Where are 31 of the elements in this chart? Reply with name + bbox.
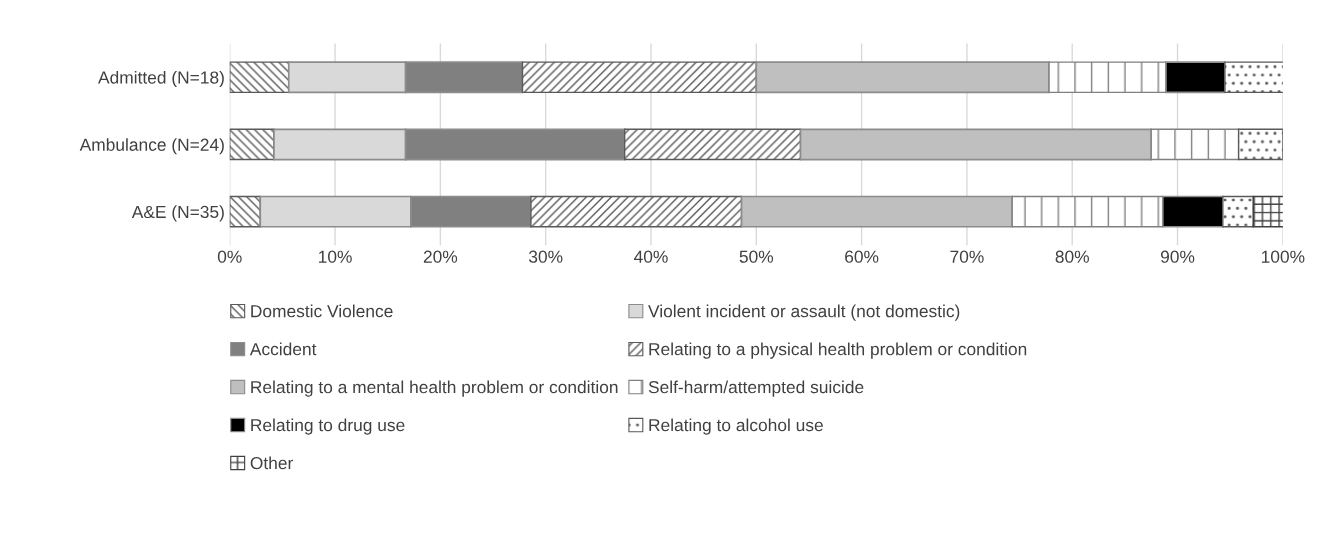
x-tick-label: 50% — [739, 250, 774, 263]
bar — [521, 61, 757, 94]
legend-label: Accident — [249, 342, 317, 356]
bar — [229, 128, 275, 161]
legend-label: Violent incident or assault (not domestic) — [648, 304, 960, 321]
y-tick-label: Ambulance (N=24) — [79, 138, 224, 155]
legend-label: Relating to drug use — [251, 418, 405, 435]
legend-label: Domestic Violence — [251, 304, 393, 318]
bar — [530, 195, 743, 228]
bar — [1237, 128, 1283, 161]
bar — [1222, 195, 1255, 228]
y-tick-label: Admitted (N=18) — [98, 70, 224, 88]
bar — [623, 128, 802, 161]
x-tick-label: 90% — [1160, 250, 1195, 263]
x-tick-label: 100% — [1261, 250, 1305, 263]
bar — [229, 195, 261, 228]
legend-label: Relating to a physical health problem or condition — [649, 342, 1027, 359]
legend-label: Other — [250, 456, 293, 470]
x-tick-label: 20% — [423, 250, 458, 263]
y-tick-label: A&E (N=35) — [131, 205, 224, 222]
x-tick-label: 70% — [950, 250, 984, 263]
x-tick-label: 30% — [528, 250, 563, 263]
x-tick-label: 10% — [319, 250, 352, 263]
x-tick-label: 60% — [845, 250, 879, 263]
x-tick-label: 80% — [1055, 250, 1089, 263]
x-tick-label: 0% — [217, 250, 242, 263]
x-tick-label: 40% — [634, 250, 668, 263]
legend-label: Relating to a mental health problem or condition — [251, 380, 618, 397]
legend-label: Self-harm/attempted suicide — [648, 380, 864, 397]
legend-label: Relating to alcohol use — [649, 418, 823, 435]
bar — [229, 61, 290, 94]
